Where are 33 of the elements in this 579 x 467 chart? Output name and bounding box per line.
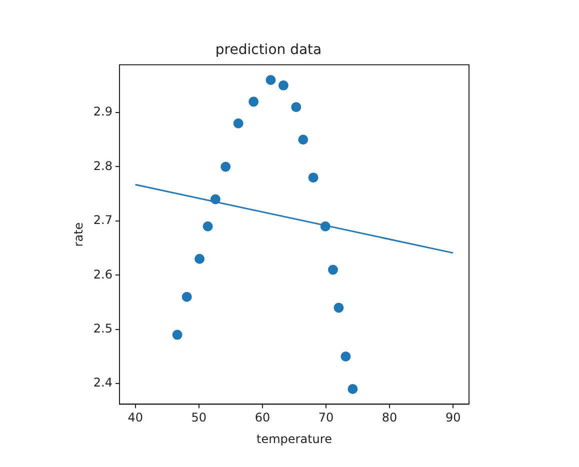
point — [328, 264, 338, 275]
point — [233, 118, 244, 128]
point — [220, 162, 231, 172]
x-tick-label: 80 — [382, 410, 398, 425]
x-tick-label: 40 — [128, 410, 144, 425]
point — [210, 194, 220, 204]
y-tick-label: 2.5 — [93, 322, 112, 336]
point — [194, 254, 205, 264]
y-tick-label: 2.9 — [93, 104, 112, 119]
point — [202, 221, 213, 232]
y-axis-title: rate — [71, 222, 86, 247]
point — [320, 221, 330, 232]
x-tick-label: 50 — [191, 410, 207, 425]
point — [172, 330, 182, 340]
point — [278, 80, 288, 90]
point — [308, 172, 318, 183]
x-tick-label: 70 — [318, 410, 334, 425]
point — [291, 102, 302, 112]
x-tick-label: 90 — [445, 410, 461, 425]
point — [348, 384, 358, 394]
x-tick-label: 60 — [254, 410, 270, 425]
point — [182, 292, 192, 302]
x-axis-title: temperature — [256, 432, 332, 446]
y-tick-label: 2.7 — [93, 213, 112, 228]
chart-title: prediction data — [215, 42, 322, 58]
y-tick-label: 2.8 — [93, 158, 112, 173]
point — [266, 74, 276, 85]
point — [334, 302, 344, 313]
point — [340, 351, 351, 362]
point — [248, 96, 259, 107]
point — [298, 134, 308, 145]
y-tick-label: 2.4 — [93, 376, 112, 390]
y-tick-label: 2.6 — [93, 267, 112, 282]
